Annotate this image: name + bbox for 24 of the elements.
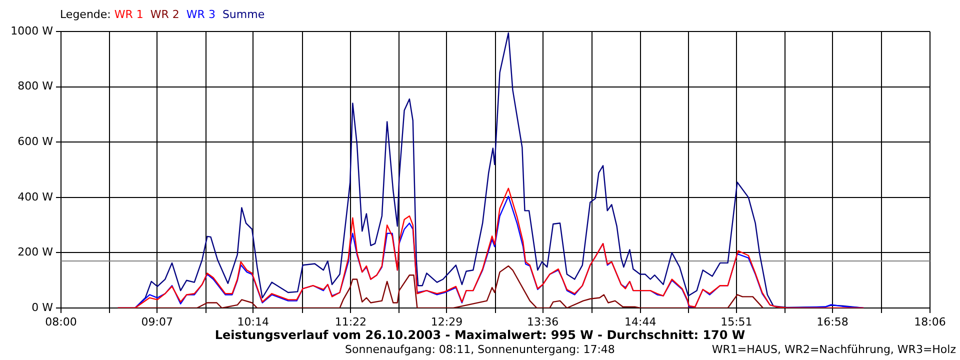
y-tick-label: 0 W bbox=[32, 300, 54, 314]
x-tick-label: 15:51 bbox=[720, 315, 752, 328]
x-tick-label: 10:14 bbox=[237, 315, 270, 328]
text: Leistungsverlauf vom 26.10.2003 - Maximalwert: 995 W - Durchschnitt: 170 W bbox=[214, 328, 746, 342]
x-tick-label: 14:44 bbox=[624, 315, 656, 328]
text: WR 3 bbox=[186, 8, 216, 21]
x-tick-label: 09:07 bbox=[141, 315, 173, 328]
x-tick-label: 08:00 bbox=[45, 315, 77, 328]
y-tick-label: 200 W bbox=[18, 246, 54, 259]
text: WR 1 bbox=[114, 8, 144, 21]
x-tick-label: 11:22 bbox=[334, 315, 367, 328]
text: Sonnenaufgang: 08:11, Sonnenuntergang: 17:48 bbox=[345, 343, 615, 356]
y-tick-label: 400 W bbox=[18, 190, 54, 204]
x-tick-label: 12:29 bbox=[430, 315, 463, 328]
text: Summe bbox=[222, 8, 265, 21]
legend-title: Legende: bbox=[60, 8, 112, 21]
text: WR1=HAUS, WR2=Nachführung, WR3=Holz bbox=[712, 343, 956, 356]
text: WR 2 bbox=[150, 8, 180, 21]
y-tick-label: 800 W bbox=[18, 80, 54, 93]
x-tick-label: 18:06 bbox=[914, 315, 946, 328]
y-tick-label: 1000 W bbox=[10, 24, 54, 38]
x-tick-label: 16:58 bbox=[816, 315, 848, 328]
x-tick-label: 13:36 bbox=[526, 315, 559, 328]
y-tick-label: 600 W bbox=[18, 135, 54, 148]
